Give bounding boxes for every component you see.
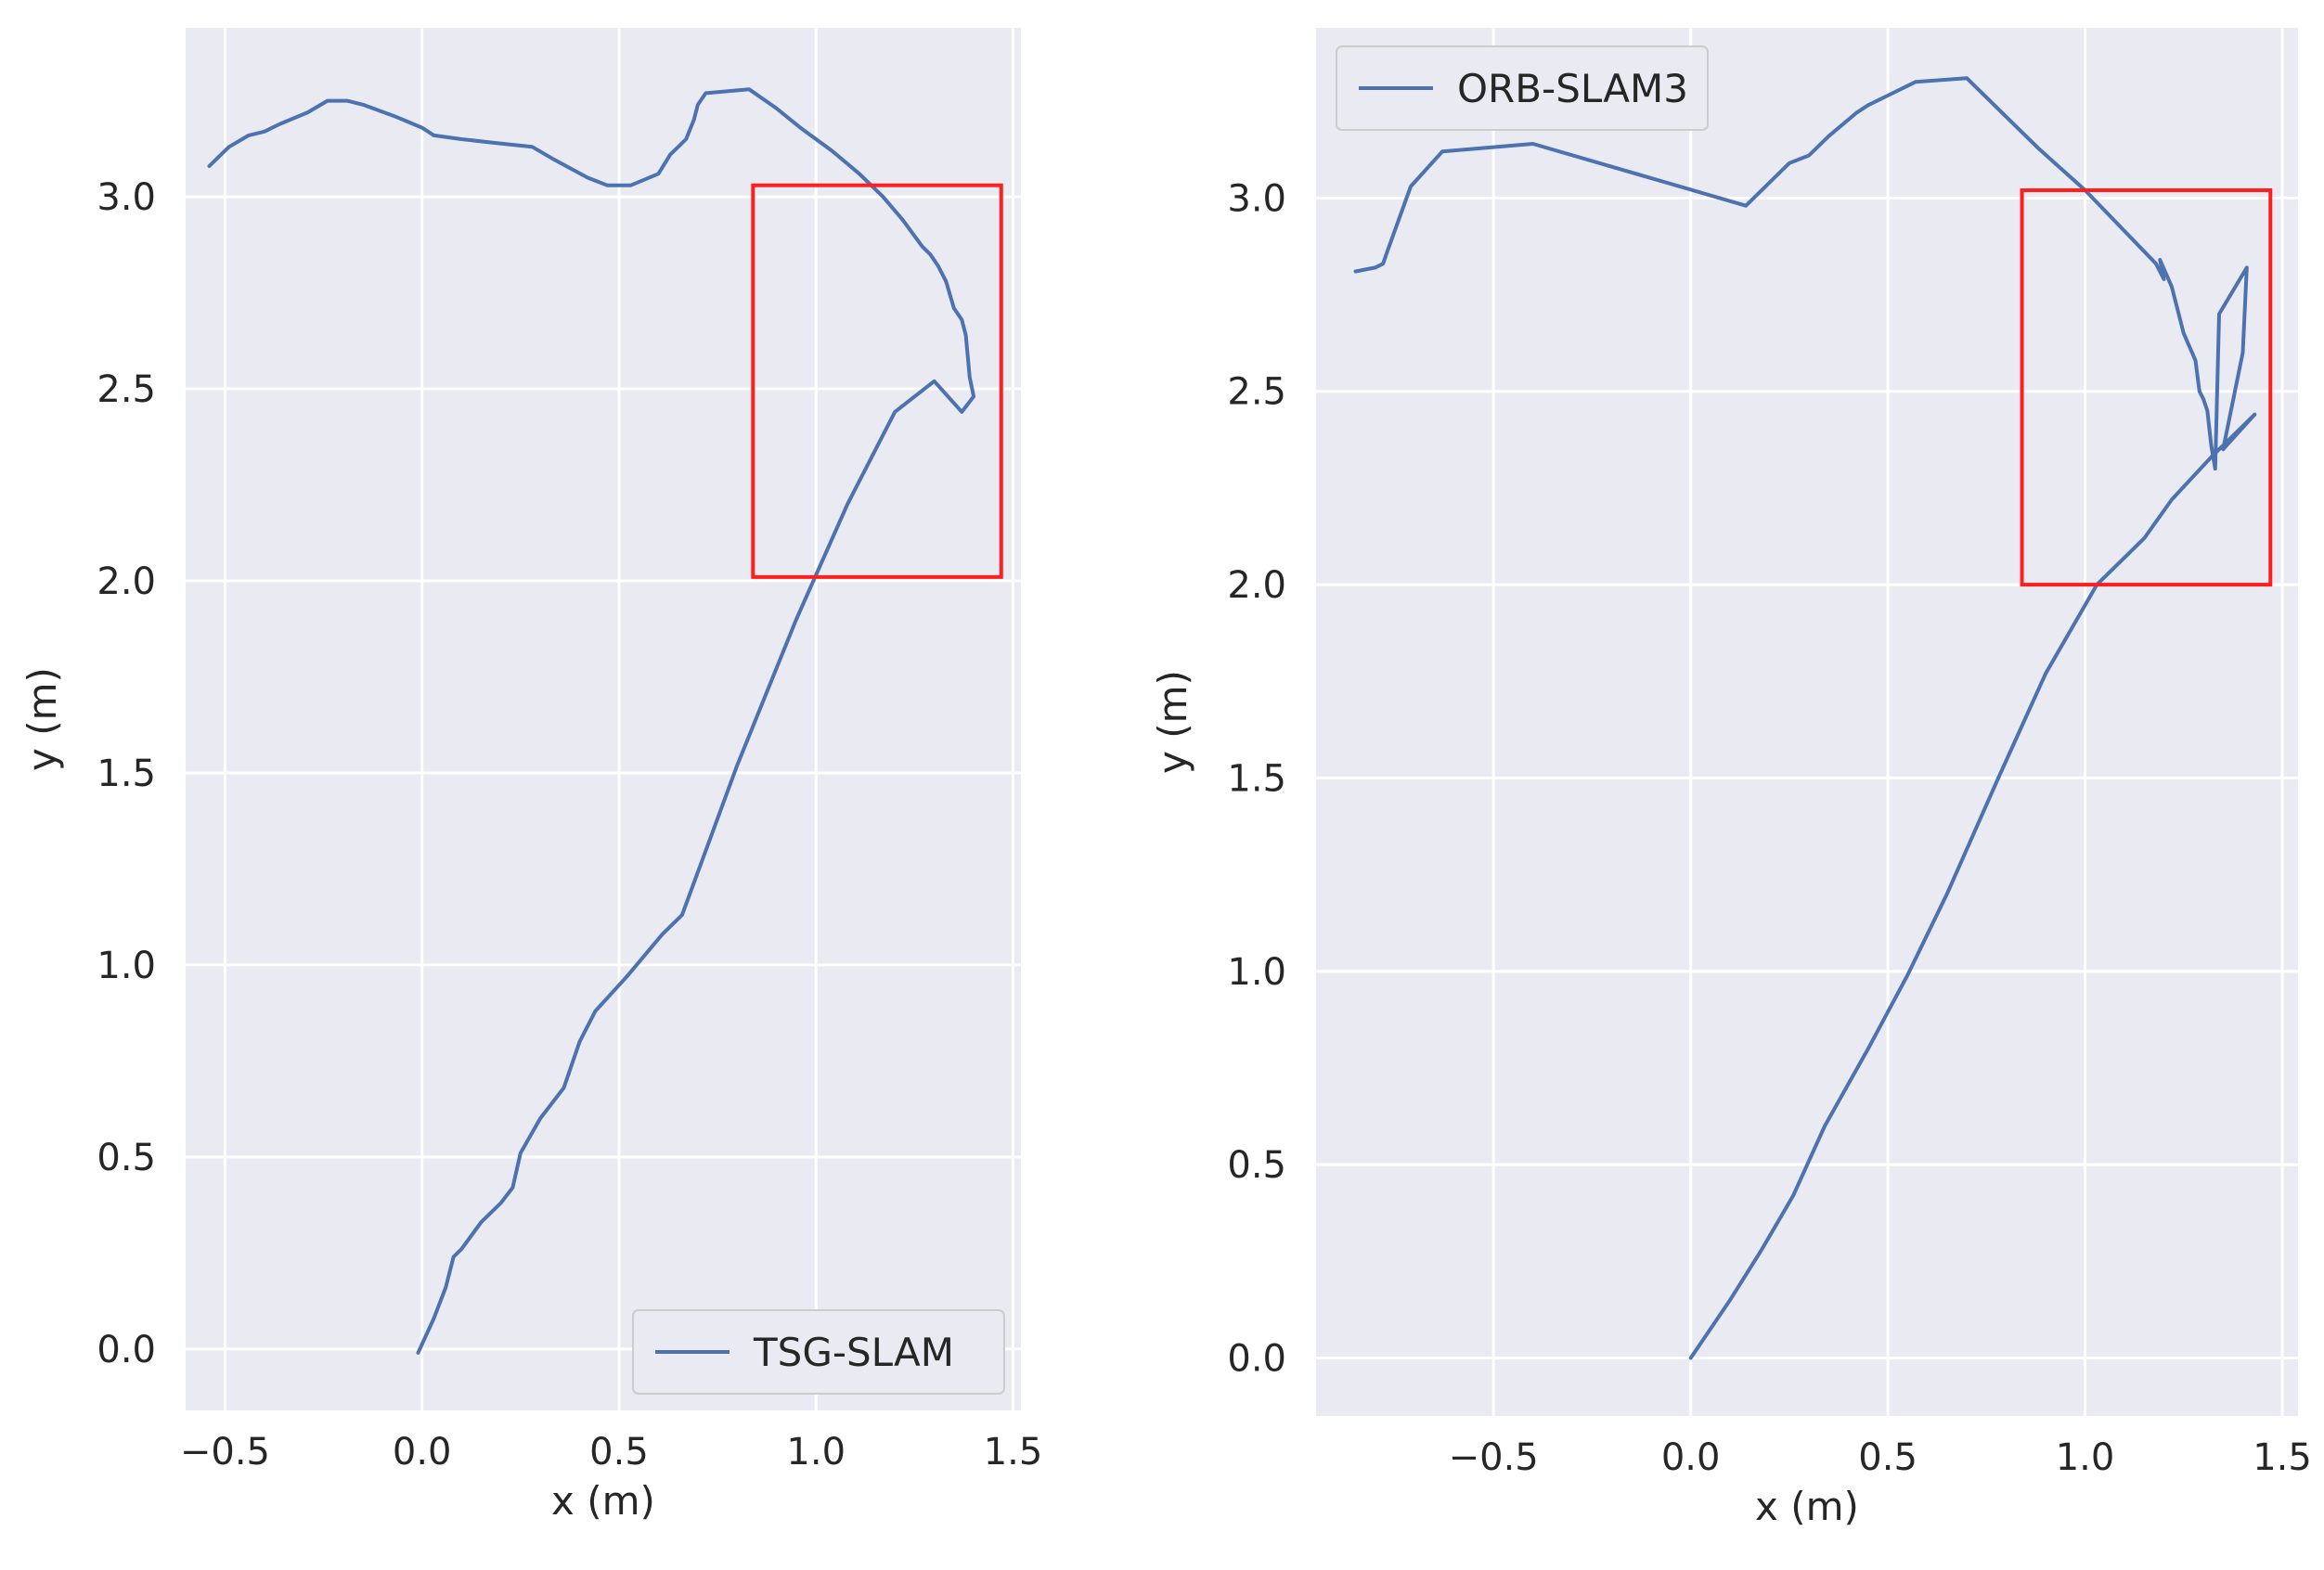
y-tick-label: 1.5 <box>97 753 156 795</box>
legend: ORB-SLAM3 <box>1336 45 1709 131</box>
x-tick-label: 1.0 <box>2056 1436 2115 1479</box>
y-axis-label: y (m) <box>19 667 65 771</box>
x-tick-label: 1.0 <box>786 1431 846 1473</box>
x-axis-label: x (m) <box>551 1478 655 1524</box>
x-tick-label: 1.5 <box>2253 1436 2312 1479</box>
legend-frame <box>1336 45 1709 131</box>
x-tick-label: 0.5 <box>1858 1436 1917 1479</box>
chart-left-tsg-slam: −0.5 0.0 0.5 1.0 1.5 0.0 0.5 1.0 1.5 2.0 2.5 3.0 x (… <box>19 28 1042 1524</box>
x-axis-label: x (m) <box>1755 1484 1859 1529</box>
chart-right-orb-slam3: −0.5 0.0 0.5 1.0 1.5 0.0 0.5 1.0 1.5 2.0 2.5 3.0 x (… <box>1150 28 2312 1529</box>
series-line-tsg-slam <box>207 87 976 1355</box>
y-tick-label: 3.0 <box>97 176 156 219</box>
y-tick-label: 2.0 <box>1227 564 1286 607</box>
x-tick-label: 0.0 <box>1661 1436 1721 1479</box>
series-line-orb-slam3 <box>1353 76 2257 1360</box>
legend-label: ORB-SLAM3 <box>1457 66 1688 111</box>
y-tick-label: 1.0 <box>1227 951 1286 994</box>
x-tick-label: 1.5 <box>984 1431 1043 1473</box>
y-tick-label: 0.0 <box>1227 1337 1286 1380</box>
y-tick-label: 1.0 <box>97 945 156 987</box>
highlight-box <box>751 183 1003 579</box>
highlight-box <box>2020 188 2273 587</box>
y-tick-label: 3.0 <box>1227 177 1286 220</box>
y-tick-label: 0.5 <box>97 1137 156 1179</box>
x-tick-label: −0.5 <box>1449 1436 1539 1479</box>
x-tick-label: 0.0 <box>393 1431 452 1473</box>
y-tick-label: 0.0 <box>97 1329 156 1371</box>
y-tick-label: 1.5 <box>1227 757 1286 800</box>
legend: TSG-SLAM <box>632 1309 1005 1395</box>
y-tick-label: 0.5 <box>1227 1144 1286 1187</box>
y-tick-label: 2.5 <box>1227 371 1286 414</box>
x-tick-label: 0.5 <box>589 1431 649 1473</box>
y-tick-label: 2.0 <box>97 560 156 603</box>
plot-area <box>1316 28 2298 1416</box>
y-tick-label: 2.5 <box>97 368 156 411</box>
legend-frame <box>632 1309 1005 1395</box>
legend-label: TSG-SLAM <box>753 1330 954 1375</box>
y-axis-label: y (m) <box>1150 670 1195 774</box>
plot-area <box>186 28 1021 1410</box>
x-tick-label: −0.5 <box>180 1431 270 1473</box>
